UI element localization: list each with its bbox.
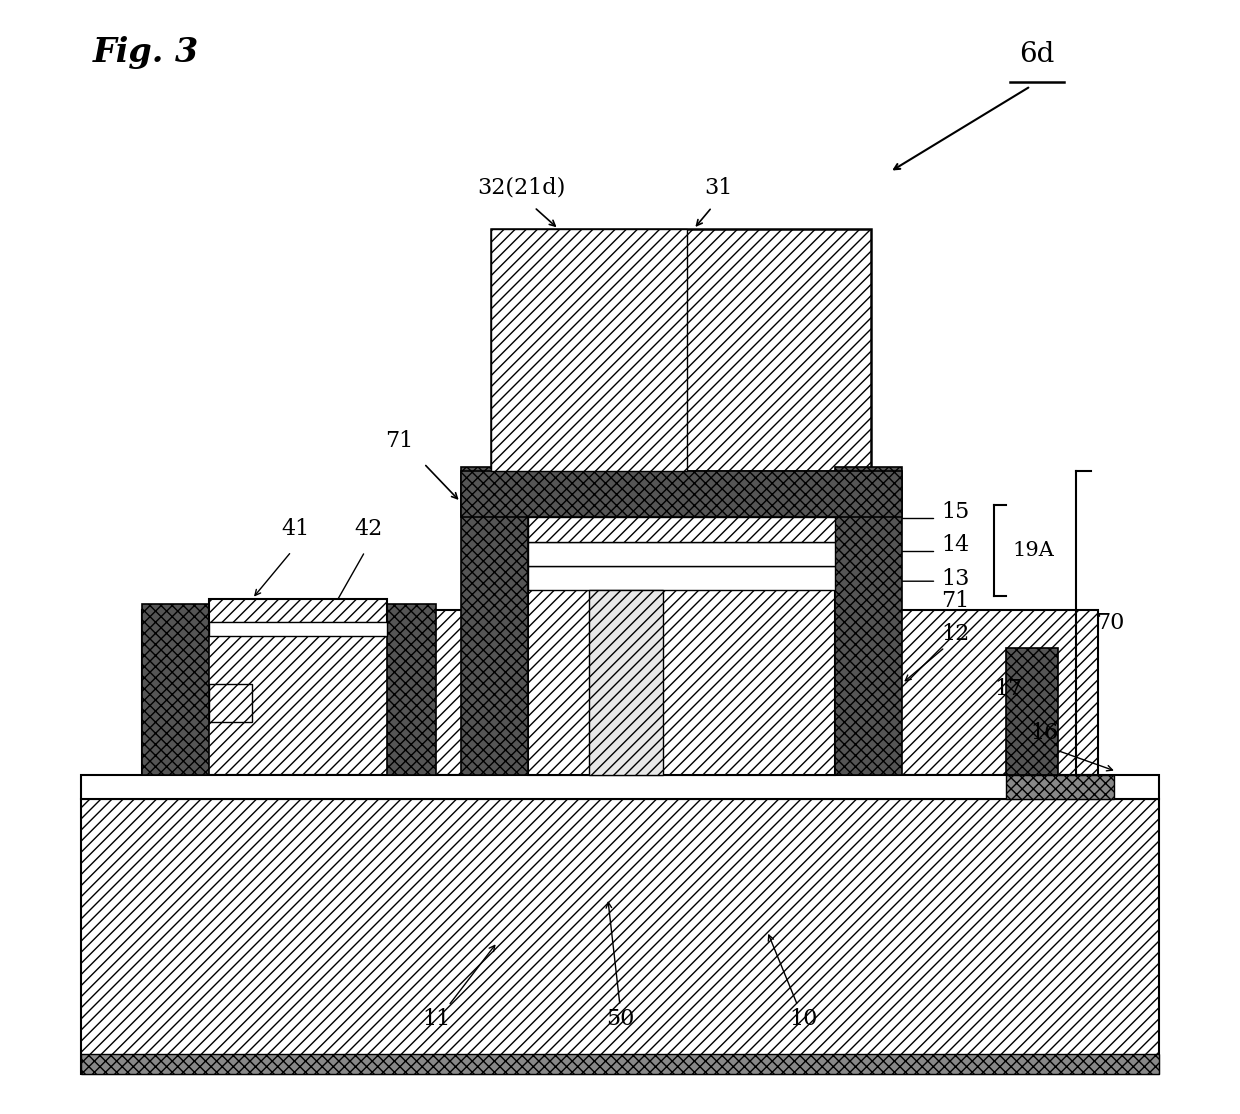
Text: 13: 13 [941, 567, 970, 589]
Text: 32(21d): 32(21d) [477, 177, 567, 199]
Bar [528, 467, 835, 775]
Bar [491, 229, 872, 471]
Text: 42: 42 [355, 518, 383, 540]
Text: 6d: 6d [1019, 41, 1054, 68]
Text: 17: 17 [994, 677, 1022, 700]
Text: 19A: 19A [1012, 541, 1054, 560]
Text: 11: 11 [422, 1007, 450, 1029]
Text: 16: 16 [1030, 722, 1059, 743]
Text: 31: 31 [704, 177, 733, 199]
Bar [81, 1054, 1159, 1074]
Bar [491, 229, 687, 471]
Bar [528, 517, 835, 541]
Text: 71: 71 [386, 430, 413, 452]
Bar [528, 541, 835, 566]
Bar [835, 467, 901, 775]
Bar [81, 799, 1159, 1074]
Bar [210, 684, 252, 722]
Bar [141, 609, 1099, 775]
Bar [460, 471, 901, 517]
Text: 70: 70 [1096, 612, 1125, 634]
Bar [141, 604, 210, 775]
Text: 15: 15 [941, 501, 970, 524]
Bar [210, 599, 387, 623]
Text: 50: 50 [606, 1007, 634, 1029]
Text: 12: 12 [941, 623, 970, 645]
Text: 41: 41 [281, 518, 309, 540]
Text: 10: 10 [790, 1007, 818, 1029]
Bar [1006, 775, 1114, 799]
Bar [589, 590, 663, 775]
Bar [387, 604, 436, 775]
Bar [1006, 648, 1058, 775]
Text: 14: 14 [941, 535, 970, 557]
Bar [528, 566, 835, 590]
Text: 71: 71 [941, 589, 970, 612]
Bar [81, 775, 1159, 799]
Bar [460, 467, 528, 775]
Bar [210, 622, 387, 636]
Text: Fig. 3: Fig. 3 [93, 36, 200, 69]
